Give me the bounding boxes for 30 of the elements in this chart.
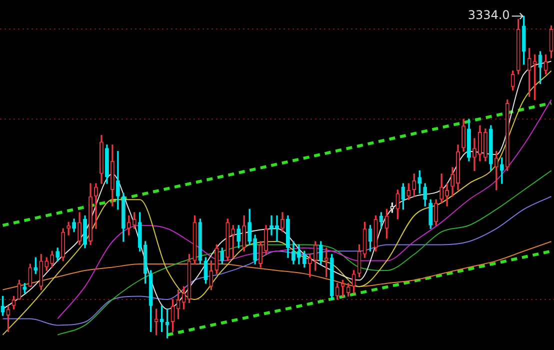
candlestick (456, 144, 460, 190)
candlestick (384, 208, 389, 239)
candlestick (462, 118, 466, 152)
candlestick (17, 280, 22, 300)
candlestick (78, 212, 82, 246)
candlestick (198, 218, 202, 264)
candlestick (390, 202, 394, 213)
candlestick (83, 215, 87, 248)
candlestick (88, 183, 92, 246)
candlestick (346, 283, 350, 297)
candlestick (357, 244, 362, 278)
candlestick (94, 183, 98, 229)
candlestick (204, 257, 208, 284)
candlestick (192, 215, 197, 264)
candlestick (12, 296, 16, 310)
candlestick (352, 270, 356, 294)
candlestick (170, 299, 175, 332)
candlestick (379, 212, 384, 229)
candlestick (472, 138, 476, 171)
annotation: 3334.0 (468, 8, 510, 22)
candlestick (538, 51, 542, 84)
candlestick (264, 225, 268, 255)
candlestick (527, 48, 532, 97)
candlestick (22, 283, 27, 294)
candlestick (280, 212, 284, 232)
candlestick (467, 118, 471, 162)
candlestick (100, 134, 104, 184)
candlestick (532, 54, 537, 100)
candlestick (450, 167, 454, 197)
candlestick (286, 215, 290, 258)
